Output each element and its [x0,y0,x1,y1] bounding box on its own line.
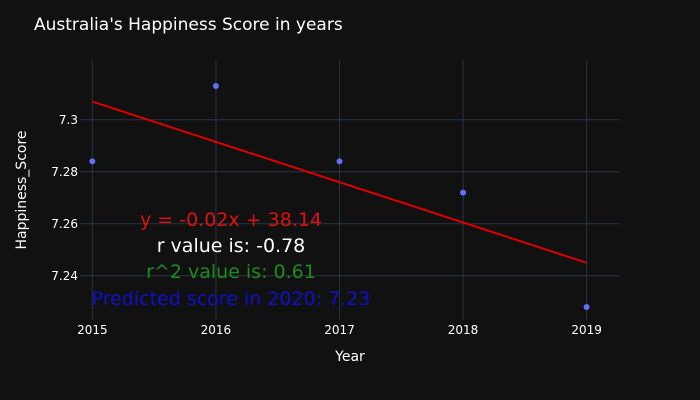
y-tick-label: 7.3 [59,113,78,127]
annotation-text: Predicted score in 2020: 7.23 [92,288,371,310]
y-tick-label: 7.28 [51,165,78,179]
x-tick-label: 2016 [201,323,232,337]
annotation-text: r^2 value is: 0.61 [146,261,316,283]
data-point [583,304,590,310]
x-axis-title: Year [334,349,365,365]
data-point [212,83,219,89]
data-point [89,158,96,165]
x-tick-label: 2017 [324,323,355,337]
annotation-text: r value is: -0.78 [157,235,306,257]
trendline-layer [92,100,587,264]
x-tick-label: 2019 [571,323,602,337]
y-axis-title: Happiness_Score [14,130,30,249]
data-point [336,158,343,165]
x-tick-label: 2018 [448,323,479,337]
chart-title: Australia's Happiness Score in years [34,15,343,35]
y-tick-label: 7.26 [51,217,78,231]
trendline [92,100,587,264]
annotation-text: y = -0.02x + 38.14 [140,209,322,231]
grid-lines [80,60,620,320]
x-tick-label: 2015 [77,323,108,337]
annotations: y = -0.02x + 38.14 r value is: -0.78 r^2 v… [92,209,371,310]
tick-labels: 2015 2016 2017 2018 2019 7.24 7.26 7.28 7.3 [51,113,602,337]
data-points [89,83,590,310]
data-point [460,189,467,196]
y-tick-label: 7.24 [51,269,78,283]
